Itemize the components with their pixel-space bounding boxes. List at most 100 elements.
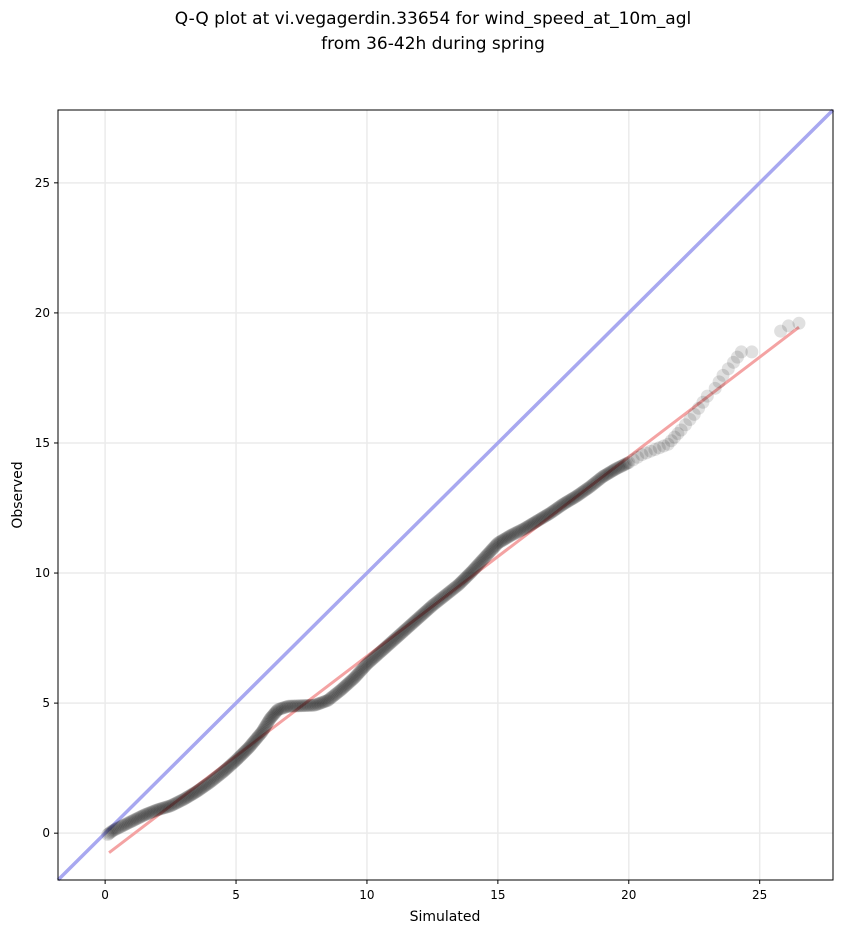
data-point	[601, 467, 615, 481]
data-point	[555, 498, 569, 512]
data-point	[179, 791, 193, 805]
data-point	[473, 555, 487, 569]
data-point	[348, 670, 362, 684]
data-point	[450, 579, 464, 593]
data-point	[326, 689, 340, 703]
data-point	[485, 542, 499, 556]
data-point	[164, 799, 178, 813]
data-point	[177, 792, 191, 806]
data-point	[372, 646, 386, 660]
data-point	[250, 731, 264, 745]
data-point	[129, 812, 143, 826]
data-point	[240, 743, 254, 756]
data-point	[537, 510, 551, 524]
data-point	[580, 482, 594, 496]
data-point	[118, 817, 132, 831]
data-point	[559, 496, 573, 510]
data-point	[399, 622, 413, 636]
data-point	[274, 702, 288, 716]
data-point	[323, 691, 337, 705]
data-point	[716, 368, 730, 382]
data-point	[501, 530, 515, 544]
data-point	[330, 686, 344, 700]
data-point	[350, 668, 364, 682]
data-point	[607, 463, 621, 477]
data-point	[106, 824, 120, 838]
y-tick-label: 25	[35, 176, 50, 190]
data-point	[244, 738, 258, 752]
x-tick-label: 5	[232, 888, 240, 902]
data-point	[567, 491, 581, 505]
data-point	[381, 638, 395, 652]
data-point	[410, 612, 424, 626]
data-point	[668, 430, 682, 444]
data-point	[528, 516, 542, 530]
data-point	[232, 750, 246, 764]
data-point	[375, 643, 389, 657]
data-point	[247, 734, 261, 748]
data-point	[664, 434, 678, 448]
data-point	[367, 651, 381, 665]
chart-title-line1: Q-Q plot at vi.vegagerdin.33654 for wind…	[175, 9, 691, 29]
data-point	[487, 541, 500, 555]
data-point	[353, 664, 367, 678]
data-point	[238, 745, 252, 759]
data-point	[186, 787, 200, 801]
data-point	[416, 607, 430, 621]
data-point	[387, 633, 401, 647]
data-point	[319, 694, 333, 708]
data-point	[534, 512, 548, 526]
data-point	[175, 793, 189, 807]
data-point	[236, 747, 250, 761]
data-point	[454, 576, 468, 590]
data-point	[452, 578, 466, 592]
data-point	[405, 617, 419, 631]
data-point	[428, 596, 442, 610]
data-point	[730, 350, 744, 364]
data-point	[325, 690, 339, 704]
data-point	[278, 700, 292, 714]
data-point	[246, 736, 260, 750]
data-point	[539, 509, 553, 523]
data-point	[253, 727, 267, 741]
data-point	[321, 694, 335, 708]
data-point	[109, 822, 123, 836]
data-point	[412, 610, 426, 624]
data-point	[409, 613, 423, 627]
data-point	[220, 762, 234, 776]
data-point	[496, 533, 510, 547]
data-point	[280, 700, 294, 714]
data-point	[449, 580, 463, 594]
data-point	[598, 468, 612, 482]
data-point	[597, 469, 611, 483]
data-point	[378, 641, 392, 655]
data-point	[589, 475, 603, 489]
x-axis-ticks: 0 5 10 15 20 25	[101, 880, 767, 902]
data-point	[252, 728, 266, 742]
data-point	[431, 594, 445, 608]
data-point	[396, 625, 410, 639]
data-point	[594, 471, 608, 485]
data-point	[466, 564, 480, 578]
x-tick-label: 25	[752, 888, 767, 902]
data-point	[461, 568, 475, 582]
data-point	[136, 809, 150, 823]
data-point	[103, 826, 117, 840]
data-point	[265, 709, 279, 723]
data-point	[661, 437, 675, 451]
data-point	[218, 763, 232, 777]
data-point	[590, 474, 604, 488]
data-point	[257, 722, 271, 736]
data-point	[389, 632, 403, 646]
data-point	[187, 786, 201, 800]
data-point	[427, 598, 441, 612]
data-point	[373, 645, 387, 659]
data-point	[556, 497, 570, 511]
data-point	[209, 770, 223, 784]
data-point	[458, 571, 472, 585]
data-point	[436, 590, 450, 604]
data-point	[592, 473, 606, 487]
data-point	[497, 532, 511, 546]
data-point	[504, 528, 518, 542]
data-point	[165, 798, 179, 812]
